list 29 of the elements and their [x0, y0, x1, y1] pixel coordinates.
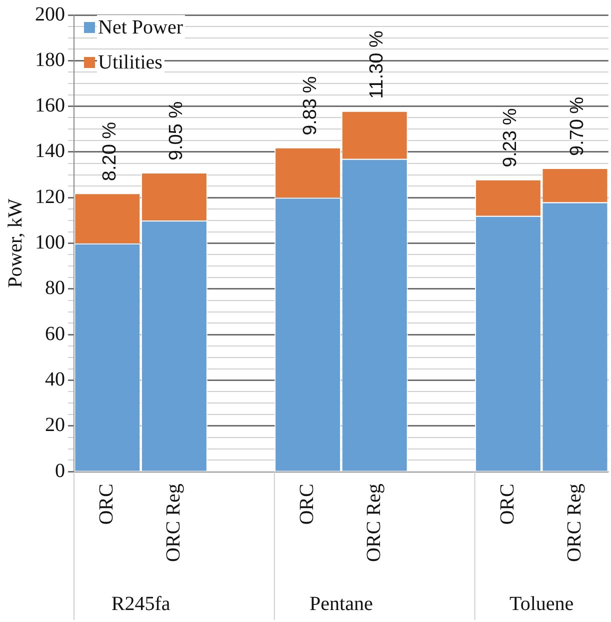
annotation: 9.70 %	[567, 96, 588, 156]
y-axis-title: Power, kW	[4, 198, 26, 288]
annotation: 11.30 %	[366, 30, 388, 99]
y-tick-label: 140	[35, 140, 65, 162]
y-tick-label: 40	[45, 368, 65, 391]
annotation: 9.05 %	[166, 101, 188, 161]
annotation: 8.20 %	[99, 122, 120, 182]
annotation: 9.23 %	[500, 108, 522, 168]
y-tick-label: 120	[35, 186, 65, 208]
text: Toluene	[510, 593, 574, 615]
x-tick-label: ORC Reg	[563, 484, 586, 562]
text: Pentane	[310, 593, 373, 615]
y-tick-label: 160	[35, 94, 65, 117]
annotation: 9.83 %	[300, 76, 321, 136]
x-tick-label: ORC	[96, 484, 118, 525]
x-tick-label: ORC Reg	[362, 484, 385, 562]
y-tick-label: 0	[55, 460, 65, 482]
x-tick-label: ORC	[496, 484, 518, 525]
text: R245fa	[111, 593, 170, 615]
x-tick-label: ORC Reg	[162, 484, 184, 562]
y-tick-label: 20	[45, 414, 65, 436]
x-tick-label: ORC	[296, 484, 318, 525]
y-tick-label: 80	[45, 277, 65, 300]
y-tick-label: 60	[45, 322, 65, 345]
legend-label: Net Power	[98, 16, 184, 38]
y-tick-label: 180	[35, 48, 65, 71]
y-tick-label: 100	[35, 232, 65, 254]
legend-label: Utilities	[98, 51, 163, 74]
y-tick-label: 200	[35, 3, 65, 26]
